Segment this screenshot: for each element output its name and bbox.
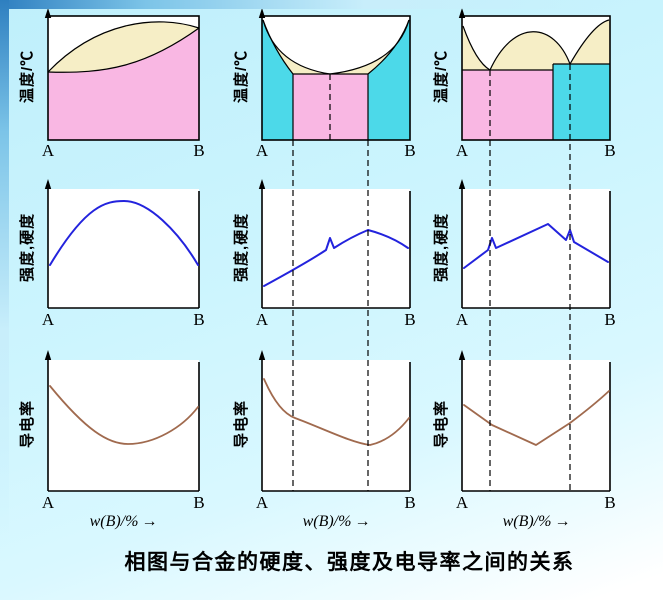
component-b-label: B <box>193 141 205 160</box>
plot-area <box>48 360 199 491</box>
conductivity-plot-2 <box>258 350 411 492</box>
x-axis-arrow-icon: → <box>141 513 157 530</box>
component-b-label: B <box>604 141 616 160</box>
plot-border <box>461 15 611 141</box>
strength-curve <box>263 229 409 287</box>
plot-border <box>47 15 200 141</box>
component-b-label: B <box>404 493 416 512</box>
figure-caption: 相图与合金的硬度、强度及电导率之间的关系 <box>124 550 575 574</box>
component-b-label: B <box>404 310 416 329</box>
plot-area <box>48 189 199 308</box>
y-axis-label-conductivity-1: 导电率 <box>19 399 36 448</box>
component-a-label: A <box>41 493 55 512</box>
component-a-label: A <box>455 141 469 160</box>
y-axis-label-strength-3: 强度,硬度 <box>433 212 450 282</box>
right-solid-region <box>553 64 610 140</box>
x-axis-arrow-icon: → <box>554 513 570 530</box>
conductivity-curve <box>463 390 610 446</box>
middle-lens-region <box>490 31 570 70</box>
y-axis-label-temperature-3: 温度/℃ <box>433 49 450 103</box>
strength-curve <box>49 200 199 266</box>
plot-border <box>261 15 411 141</box>
two-phase-lens <box>48 21 199 73</box>
strength-plot-1 <box>44 179 200 309</box>
slide-left-border <box>0 0 9 600</box>
x-axis-label-text: w(B)/% <box>502 513 552 530</box>
left-lens-region <box>462 26 490 70</box>
strength-curve <box>463 223 609 269</box>
y-axis-arrow <box>44 8 52 18</box>
y-axis-arrow <box>258 179 266 189</box>
plot-area <box>462 189 610 308</box>
right-lens-region <box>570 20 610 64</box>
y-axis-label-strength-2: 强度,硬度 <box>233 212 250 282</box>
component-b-label: B <box>193 493 205 512</box>
y-axis-arrow <box>458 350 466 360</box>
component-b-label: B <box>404 141 416 160</box>
solid-solution-region <box>48 28 199 140</box>
y-axis-label-strength-1: 强度,硬度 <box>19 212 36 282</box>
component-a-label: A <box>255 310 269 329</box>
liquidus-line <box>47 21 200 73</box>
x-axis-label-text: w(B)/% <box>302 513 352 530</box>
strength-plot-3 <box>458 179 611 309</box>
phase-diagram-eutectic <box>258 8 411 141</box>
phase-diagram-isomorphous <box>44 8 200 141</box>
right-solidus-line <box>367 19 410 75</box>
component-b-label: B <box>604 493 616 512</box>
y-axis-arrow <box>458 8 466 18</box>
y-axis-arrow <box>44 350 52 360</box>
slide-top-border <box>0 0 663 9</box>
left-two-phase-region <box>462 70 553 140</box>
plot-area <box>262 189 410 308</box>
y-axis-arrow <box>44 179 52 189</box>
plot-area <box>262 360 410 491</box>
component-a-label: A <box>455 310 469 329</box>
component-a-label: A <box>255 141 269 160</box>
x-axis-arrow-icon: → <box>354 513 370 530</box>
plot-area <box>462 360 610 491</box>
component-a-label: A <box>455 493 469 512</box>
conductivity-plot-1 <box>44 350 200 492</box>
phase-diagram-intermediate-phase <box>458 8 611 141</box>
y-axis-arrow <box>258 350 266 360</box>
component-a-label: A <box>41 141 55 160</box>
left-solidus-line <box>262 19 294 75</box>
conductivity-plot-3 <box>458 350 611 492</box>
component-b-label: B <box>604 310 616 329</box>
y-axis-label-conductivity-2: 导电率 <box>233 399 250 448</box>
solidus-line <box>47 27 200 73</box>
y-axis-label-temperature-1: 温度/℃ <box>19 49 36 103</box>
conductivity-curve <box>49 385 199 445</box>
right-liquidus-line <box>569 19 610 65</box>
y-axis-label-temperature-2: 温度/℃ <box>233 49 250 103</box>
beta-terminal-region <box>368 18 410 140</box>
middle-liquidus-line <box>489 31 571 71</box>
y-axis-arrow <box>258 8 266 18</box>
x-axis-label-text: w(B)/% <box>89 513 139 530</box>
alpha-terminal-region <box>262 18 293 140</box>
x-axis-label-1: w(B)/% → <box>89 513 158 530</box>
left-liquidus-line <box>462 25 491 71</box>
component-b-label: B <box>193 310 205 329</box>
y-axis-arrow <box>458 179 466 189</box>
strength-plot-2 <box>258 179 411 309</box>
x-axis-label-2: w(B)/% → <box>302 513 371 530</box>
y-axis-label-conductivity-3: 导电率 <box>433 399 450 448</box>
component-a-label: A <box>41 310 55 329</box>
conductivity-curve <box>263 378 410 446</box>
x-axis-label-3: w(B)/% → <box>502 513 571 530</box>
component-a-label: A <box>255 493 269 512</box>
